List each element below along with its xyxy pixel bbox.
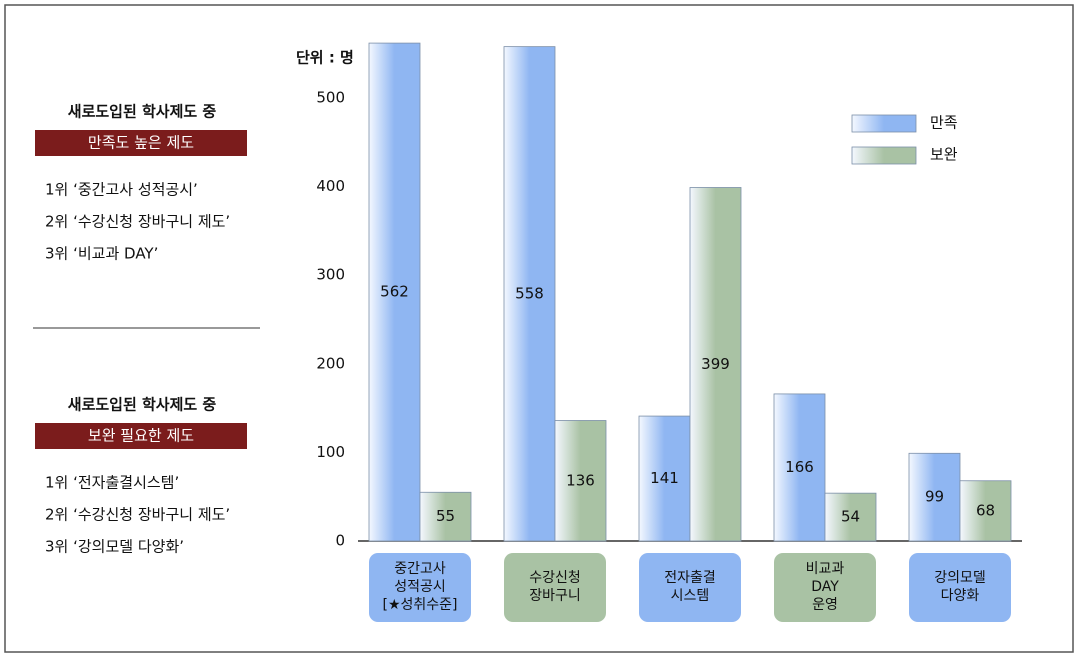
panel-title: 새로도입된 학사제도 중 (68, 103, 217, 121)
data-label: 68 (976, 501, 995, 519)
y-tick-label: 200 (316, 354, 345, 372)
x-tick-label: 시스템 (671, 588, 710, 604)
data-label: 54 (841, 508, 860, 526)
category-box (639, 553, 741, 622)
category-box (504, 553, 606, 622)
panel-item: 2위 ‘수강신청 장바구니 제도’ (45, 213, 230, 231)
panel-item: 3위 ‘비교과 DAY’ (45, 245, 158, 263)
y-tick-label: 300 (316, 266, 345, 284)
panel-item: 3위 ‘강의모델 다양화’ (45, 538, 184, 556)
data-label: 558 (515, 284, 544, 302)
category-box (909, 553, 1011, 622)
bar (773, 393, 826, 542)
x-tick-label: 장바구니 (529, 588, 581, 604)
bar (824, 492, 877, 542)
bar (554, 420, 607, 542)
legend-label: 만족 (930, 114, 958, 132)
y-tick-label: 100 (316, 443, 345, 461)
x-tick-label: 운영 (812, 597, 838, 613)
data-label: 99 (925, 488, 944, 506)
category-box (774, 553, 876, 622)
bar (503, 46, 556, 542)
bar (368, 42, 421, 542)
x-tick-label: DAY (811, 579, 839, 595)
panel-item: 2위 ‘수강신청 장바구니 제도’ (45, 506, 230, 524)
x-tick-label: 성적공시 (394, 579, 446, 595)
data-label: 399 (701, 355, 730, 373)
y-axis-label: 단위 : 명 (296, 49, 354, 67)
panel-banner (35, 130, 247, 156)
category-box (369, 553, 471, 622)
y-tick-label: 400 (316, 177, 345, 195)
y-tick-label: 500 (316, 89, 345, 107)
frame (4, 4, 1074, 653)
x-tick-label: 전자출결 (664, 570, 716, 586)
x-tick-label: [★성취수준] (383, 597, 458, 613)
panel-subtitle: 만족도 높은 제도 (88, 134, 194, 152)
data-label: 141 (650, 469, 679, 487)
panel-title: 새로도입된 학사제도 중 (68, 396, 217, 414)
x-tick-label: 다양화 (941, 588, 980, 604)
panel-banner (35, 423, 247, 449)
data-label: 562 (380, 283, 409, 301)
x-tick-label: 강의모델 (934, 570, 986, 586)
x-tick-label: 중간고사 (394, 561, 446, 577)
bar (959, 480, 1012, 542)
bar (908, 452, 961, 542)
data-label: 55 (436, 507, 455, 525)
legend-label: 보완 (930, 146, 958, 164)
panel-subtitle: 보완 필요한 제도 (88, 427, 194, 445)
data-label: 166 (785, 458, 814, 476)
x-tick-label: 비교과 (806, 561, 845, 577)
legend-swatch (851, 146, 917, 165)
bar (689, 187, 742, 542)
panel-item: 1위 ‘전자출결시스템’ (45, 474, 179, 492)
bar (419, 491, 472, 542)
y-tick-label: 0 (335, 532, 345, 550)
panel-item: 1위 ‘중간고사 성적공시’ (45, 181, 198, 199)
data-label: 136 (566, 471, 595, 489)
legend-swatch (851, 114, 917, 133)
x-tick-label: 수강신청 (529, 570, 581, 586)
